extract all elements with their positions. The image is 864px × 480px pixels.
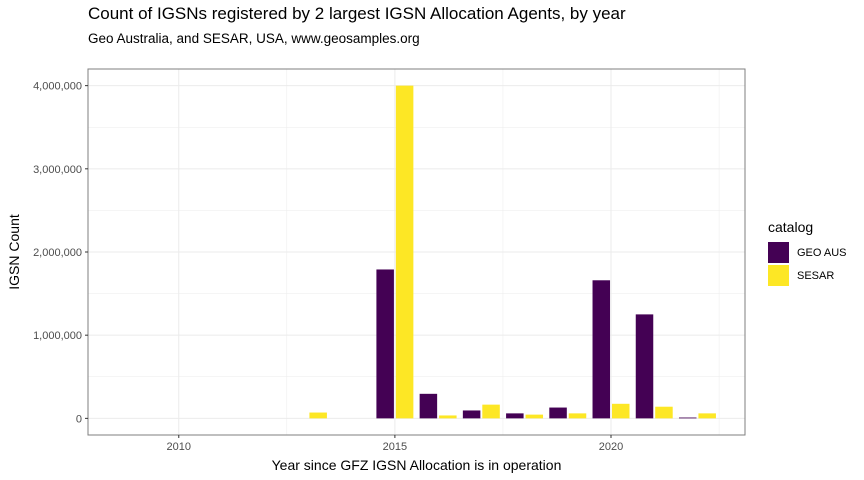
x-tick-label-2015: 2015 [383, 441, 407, 453]
bar-geo-aus-2021 [635, 314, 654, 419]
y-tick-label-2: 2,000,000 [33, 247, 82, 259]
bar-sesar-2017 [482, 404, 500, 419]
bar-geo-aus-2019 [549, 407, 567, 419]
bar-sesar-2013 [309, 412, 327, 419]
chart-title: Count of IGSNs registered by 2 largest I… [88, 4, 626, 23]
y-tick-label-4: 4,000,000 [33, 81, 82, 93]
bar-sesar-2022 [698, 413, 716, 419]
bar-geo-aus-2018 [506, 413, 524, 419]
bar-sesar-2015 [395, 85, 414, 419]
y-tick-label-3: 3,000,000 [33, 164, 82, 176]
legend-key-geo-aus [768, 242, 789, 263]
bar-geo-aus-2020 [592, 280, 611, 419]
bar-sesar-2016 [439, 415, 457, 419]
x-tick-label-2010: 2010 [167, 441, 191, 453]
chart-subtitle: Geo Australia, and SESAR, USA, www.geosa… [88, 31, 420, 46]
legend-title: catalog [768, 219, 814, 235]
bar-geo-aus-2015 [376, 269, 394, 419]
bar-sesar-2021 [655, 406, 673, 419]
y-axis-title: IGSN Count [6, 214, 22, 290]
legend: catalog GEO AUS SESAR [768, 219, 847, 287]
legend-item-geo-aus: GEO AUS [768, 241, 847, 264]
x-axis-title: Year since GFZ IGSN Allocation is in ope… [272, 457, 562, 473]
y-tick-label-1: 1,000,000 [33, 330, 82, 342]
legend-label-sesar: SESAR [797, 269, 835, 282]
bar-geo-aus-2016 [419, 393, 438, 419]
x-tick-label-2020: 2020 [599, 441, 623, 453]
bar-sesar-2019 [568, 413, 587, 419]
bar-geo-aus-2022 [678, 417, 697, 419]
bar-geo-aus-2017 [462, 410, 481, 419]
legend-item-sesar: SESAR [768, 264, 847, 287]
y-tick-label-0: 0 [76, 413, 82, 425]
bar-sesar-2018 [525, 414, 544, 419]
bar-sesar-2020 [611, 403, 630, 419]
legend-key-sesar [768, 265, 789, 286]
legend-label-geo-aus: GEO AUS [797, 246, 847, 259]
